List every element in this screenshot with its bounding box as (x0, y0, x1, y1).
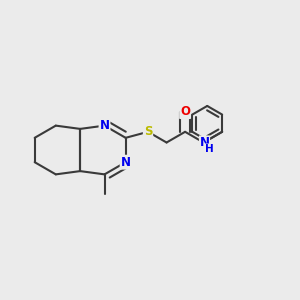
Text: O: O (180, 105, 190, 118)
Text: N: N (100, 119, 110, 132)
Text: N: N (121, 156, 130, 169)
Text: H: H (205, 144, 213, 154)
Text: N: N (200, 136, 209, 149)
Text: S: S (144, 125, 152, 138)
